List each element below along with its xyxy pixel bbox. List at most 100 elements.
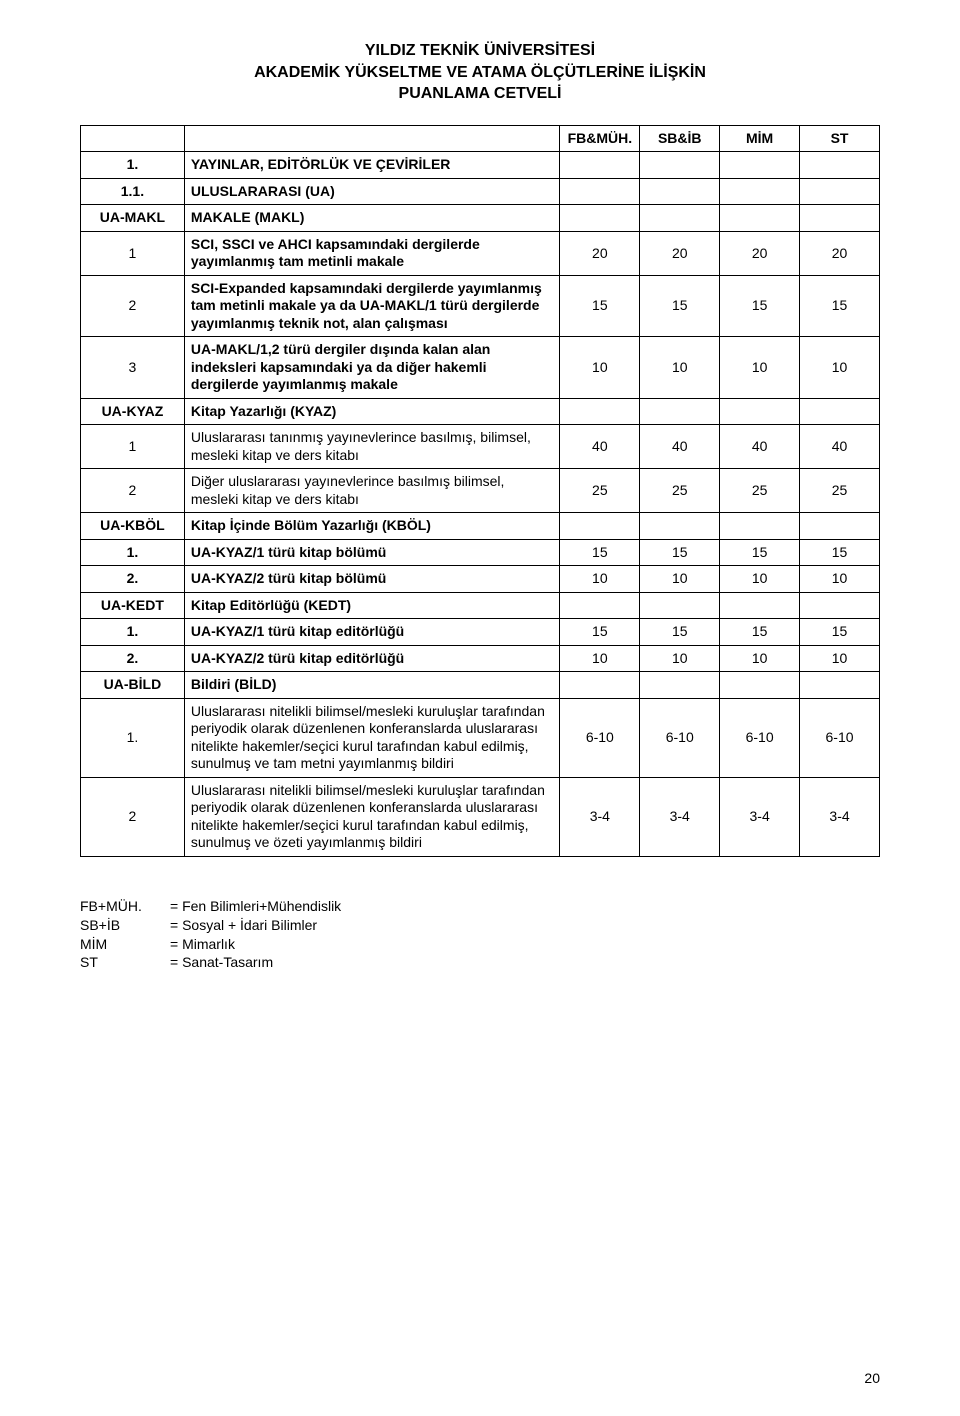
- score-cell: 10: [560, 337, 640, 399]
- blank-cell: [81, 125, 185, 152]
- blank-cell: [640, 592, 720, 619]
- score-cell: 25: [720, 469, 800, 513]
- footnote-value: = Sosyal + İdari Bilimler: [170, 916, 317, 935]
- blank-cell: [800, 592, 880, 619]
- row-number: 1.: [81, 698, 185, 777]
- col-header: SB&İB: [640, 125, 720, 152]
- blank-cell: [720, 513, 800, 540]
- col-header: FB&MÜH.: [560, 125, 640, 152]
- table-row: UA-MAKL MAKALE (MAKL): [81, 205, 880, 232]
- blank-cell: [560, 398, 640, 425]
- scoring-table: FB&MÜH. SB&İB MİM ST 1. YAYINLAR, EDİTÖR…: [80, 125, 880, 857]
- footnote-key: FB+MÜH.: [80, 897, 170, 916]
- row-number: UA-KEDT: [81, 592, 185, 619]
- row-desc: MAKALE (MAKL): [184, 205, 560, 232]
- table-row: 2. UA-KYAZ/2 türü kitap editörlüğü 10 10…: [81, 645, 880, 672]
- table-row: 2 Diğer uluslararası yayınevlerince bası…: [81, 469, 880, 513]
- score-cell: 6-10: [800, 698, 880, 777]
- row-desc: Kitap Yazarlığı (KYAZ): [184, 398, 560, 425]
- blank-cell: [640, 513, 720, 540]
- document-header: YILDIZ TEKNİK ÜNİVERSİTESİ AKADEMİK YÜKS…: [80, 40, 880, 105]
- score-cell: 3-4: [800, 777, 880, 856]
- row-desc: UA-MAKL/1,2 türü dergiler dışında kalan …: [184, 337, 560, 399]
- row-desc: Diğer uluslararası yayınevlerince basılm…: [184, 469, 560, 513]
- blank-cell: [800, 205, 880, 232]
- score-cell: 25: [800, 469, 880, 513]
- blank-cell: [560, 178, 640, 205]
- row-number: 1.: [81, 152, 185, 179]
- footnote-value: = Mimarlık: [170, 935, 235, 954]
- row-number: 1.1.: [81, 178, 185, 205]
- score-cell: 15: [720, 619, 800, 646]
- blank-cell: [800, 152, 880, 179]
- blank-cell: [720, 672, 800, 699]
- blank-cell: [640, 205, 720, 232]
- row-desc: Uluslararası nitelikli bilimsel/mesleki …: [184, 698, 560, 777]
- footnote-row: SB+İB = Sosyal + İdari Bilimler: [80, 916, 880, 935]
- blank-cell: [560, 672, 640, 699]
- score-cell: 10: [720, 337, 800, 399]
- row-desc: UA-KYAZ/2 türü kitap bölümü: [184, 566, 560, 593]
- blank-cell: [720, 592, 800, 619]
- score-cell: 10: [560, 645, 640, 672]
- score-cell: 20: [800, 231, 880, 275]
- row-desc: UA-KYAZ/1 türü kitap editörlüğü: [184, 619, 560, 646]
- score-cell: 40: [560, 425, 640, 469]
- footnote-key: ST: [80, 953, 170, 972]
- row-number: 1.: [81, 619, 185, 646]
- row-desc: Kitap İçinde Bölüm Yazarlığı (KBÖL): [184, 513, 560, 540]
- score-cell: 10: [800, 566, 880, 593]
- row-desc: Kitap Editörlüğü (KEDT): [184, 592, 560, 619]
- score-cell: 15: [560, 539, 640, 566]
- table-row: 1. Uluslararası nitelikli bilimsel/mesle…: [81, 698, 880, 777]
- table-row: 1.1. ULUSLARARASI (UA): [81, 178, 880, 205]
- footnotes: FB+MÜH. = Fen Bilimleri+Mühendislik SB+İ…: [80, 897, 880, 973]
- row-number: UA-KBÖL: [81, 513, 185, 540]
- row-desc: YAYINLAR, EDİTÖRLÜK VE ÇEVİRİLER: [184, 152, 560, 179]
- table-row: 3 UA-MAKL/1,2 türü dergiler dışında kala…: [81, 337, 880, 399]
- score-cell: 15: [640, 275, 720, 337]
- score-cell: 40: [640, 425, 720, 469]
- score-cell: 40: [720, 425, 800, 469]
- row-number: 2: [81, 469, 185, 513]
- blank-cell: [800, 513, 880, 540]
- blank-cell: [560, 513, 640, 540]
- score-cell: 10: [640, 566, 720, 593]
- table-row: 1 Uluslararası tanınmış yayınevlerince b…: [81, 425, 880, 469]
- table-row: UA-KBÖL Kitap İçinde Bölüm Yazarlığı (KB…: [81, 513, 880, 540]
- row-desc: SCI-Expanded kapsamındaki dergilerde yay…: [184, 275, 560, 337]
- score-cell: 15: [640, 539, 720, 566]
- score-cell: 20: [720, 231, 800, 275]
- score-cell: 15: [640, 619, 720, 646]
- score-cell: 15: [560, 619, 640, 646]
- row-number: 1: [81, 231, 185, 275]
- score-cell: 25: [640, 469, 720, 513]
- blank-cell: [640, 398, 720, 425]
- blank-cell: [560, 205, 640, 232]
- blank-cell: [720, 398, 800, 425]
- header-line-2: AKADEMİK YÜKSELTME VE ATAMA ÖLÇÜTLERİNE …: [80, 62, 880, 84]
- table-row: 1. YAYINLAR, EDİTÖRLÜK VE ÇEVİRİLER: [81, 152, 880, 179]
- blank-cell: [184, 125, 560, 152]
- score-cell: 6-10: [640, 698, 720, 777]
- blank-cell: [720, 205, 800, 232]
- blank-cell: [640, 152, 720, 179]
- row-desc: UA-KYAZ/1 türü kitap bölümü: [184, 539, 560, 566]
- row-desc: SCI, SSCI ve AHCI kapsamındaki dergilerd…: [184, 231, 560, 275]
- table-row: 1 SCI, SSCI ve AHCI kapsamındaki dergile…: [81, 231, 880, 275]
- header-line-3: PUANLAMA CETVELİ: [80, 83, 880, 105]
- footnote-row: ST = Sanat-Tasarım: [80, 953, 880, 972]
- footnote-row: MİM = Mimarlık: [80, 935, 880, 954]
- table-row: 2 SCI-Expanded kapsamındaki dergilerde y…: [81, 275, 880, 337]
- table-row: UA-KYAZ Kitap Yazarlığı (KYAZ): [81, 398, 880, 425]
- row-number: 1.: [81, 539, 185, 566]
- table-row: 1. UA-KYAZ/1 türü kitap editörlüğü 15 15…: [81, 619, 880, 646]
- table-row: UA-KEDT Kitap Editörlüğü (KEDT): [81, 592, 880, 619]
- row-desc: UA-KYAZ/2 türü kitap editörlüğü: [184, 645, 560, 672]
- score-cell: 25: [560, 469, 640, 513]
- row-desc: Uluslararası nitelikli bilimsel/mesleki …: [184, 777, 560, 856]
- score-cell: 15: [800, 539, 880, 566]
- score-cell: 10: [720, 645, 800, 672]
- blank-cell: [800, 672, 880, 699]
- row-number: 2: [81, 275, 185, 337]
